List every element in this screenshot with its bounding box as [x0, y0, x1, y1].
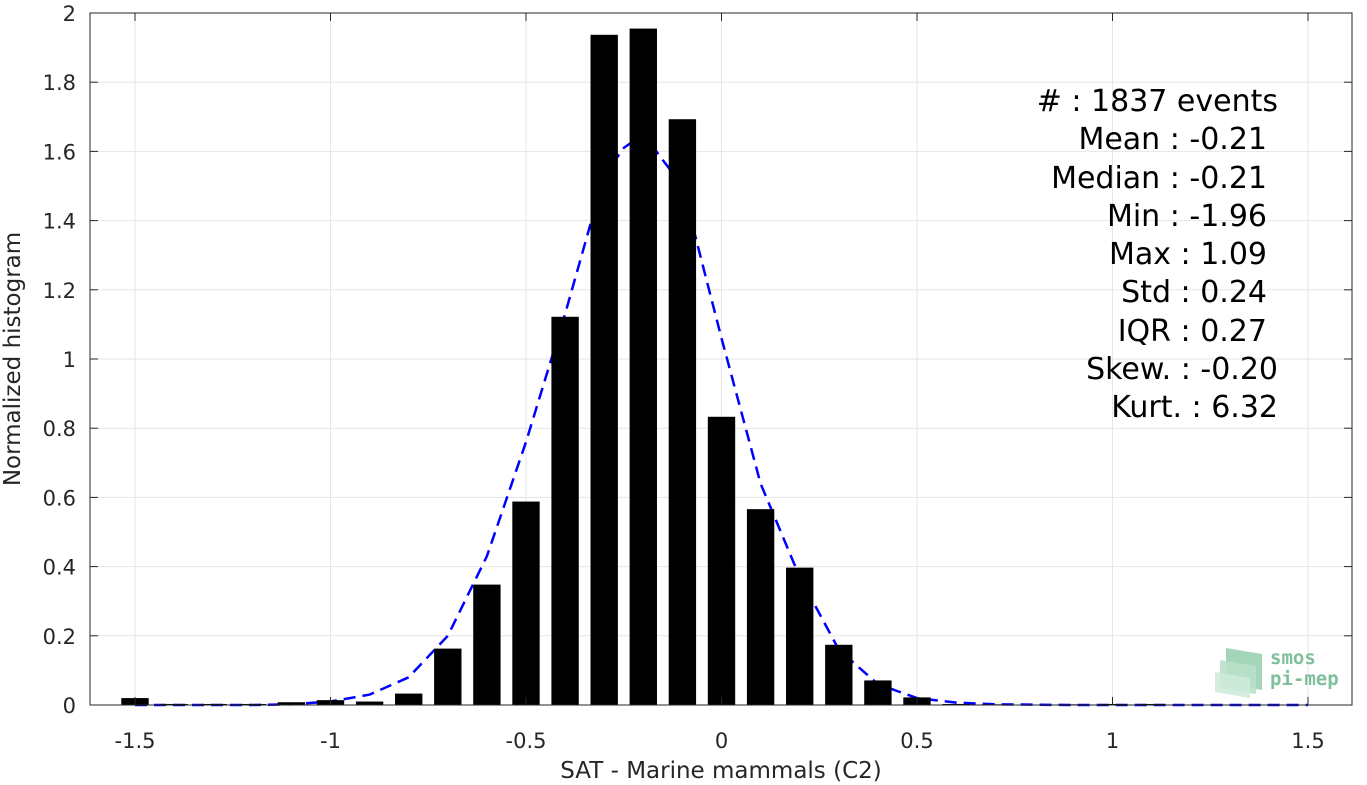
histogram-bar: [160, 703, 188, 705]
x-tick-label: 1.5: [1291, 729, 1324, 753]
histogram-bar: [238, 703, 266, 705]
x-axis-label: SAT - Marine mammals (C2): [560, 758, 882, 784]
histogram-bar: [864, 680, 892, 705]
stat-std: Std : 0.24: [1121, 275, 1267, 310]
x-tick-label: -1.5: [115, 729, 156, 753]
y-tick-label: 0: [63, 694, 76, 718]
x-tick-label: 1: [1106, 729, 1119, 753]
histogram-bar: [942, 703, 970, 705]
stat-skewness: Skew. : -0.20: [1086, 352, 1278, 387]
smos-pimep-logo: smos pi-mep: [1215, 647, 1339, 698]
histogram-bar: [590, 34, 618, 706]
histogram-bar: [825, 644, 853, 705]
histogram-bar: [551, 316, 579, 705]
histogram-bar: [395, 693, 423, 705]
statistics-box: # : 1837 events Mean : -0.21 Median : -0…: [1037, 84, 1278, 425]
y-tick-label: 1: [63, 348, 76, 372]
histogram-bar: [473, 584, 501, 705]
histogram-bar: [668, 119, 697, 706]
stat-max: Max : 1.09: [1109, 237, 1267, 272]
stat-min: Min : -1.96: [1107, 199, 1267, 234]
x-axis-ticks: -1.5 -1 -0.5 0 0.5 1 1.5: [115, 13, 1325, 753]
histogram-bar: [199, 703, 227, 705]
x-tick-label: -1: [320, 729, 341, 753]
x-tick-label: 0: [715, 729, 728, 753]
stat-events: # : 1837 events: [1037, 84, 1278, 119]
y-tick-label: 0.8: [43, 417, 76, 441]
stat-mean: Mean : -0.21: [1078, 122, 1267, 157]
stat-iqr: IQR : 0.27: [1118, 314, 1267, 349]
y-tick-label: 0.2: [43, 625, 76, 649]
stat-kurtosis: Kurt. : 6.32: [1111, 390, 1278, 425]
y-tick-label: 1.2: [43, 279, 76, 303]
histogram-bar: [355, 701, 384, 705]
histogram-bar: [629, 28, 657, 705]
y-tick-label: 1.8: [43, 71, 76, 95]
histogram-bar: [786, 567, 814, 705]
x-tick-label: -0.5: [506, 729, 547, 753]
y-axis-label: Normalized histogram: [0, 232, 26, 486]
y-tick-label: 1.6: [43, 140, 76, 164]
y-tick-label: 0.6: [43, 486, 76, 510]
histogram-bar: [434, 648, 462, 705]
y-tick-label: 0.4: [43, 556, 76, 580]
logo-text-pimep: pi-mep: [1270, 668, 1339, 690]
histogram-bar: [746, 509, 775, 705]
logo-text-smos: smos: [1270, 647, 1316, 669]
histogram-bar: [1137, 703, 1166, 705]
y-tick-label: 2: [63, 2, 76, 26]
histogram-bar: [707, 416, 736, 705]
y-axis-ticks: 0 0.2 0.4 0.6 0.8 1 1.2 1.4 1.6 1.8 2: [43, 2, 1352, 718]
stat-median: Median : -0.21: [1051, 161, 1267, 196]
y-tick-label: 1.4: [43, 210, 76, 234]
histogram-bar: [512, 501, 540, 705]
logo-waves-icon: [1215, 648, 1262, 698]
histogram-bar: [277, 702, 306, 705]
x-tick-label: 0.5: [900, 729, 933, 753]
